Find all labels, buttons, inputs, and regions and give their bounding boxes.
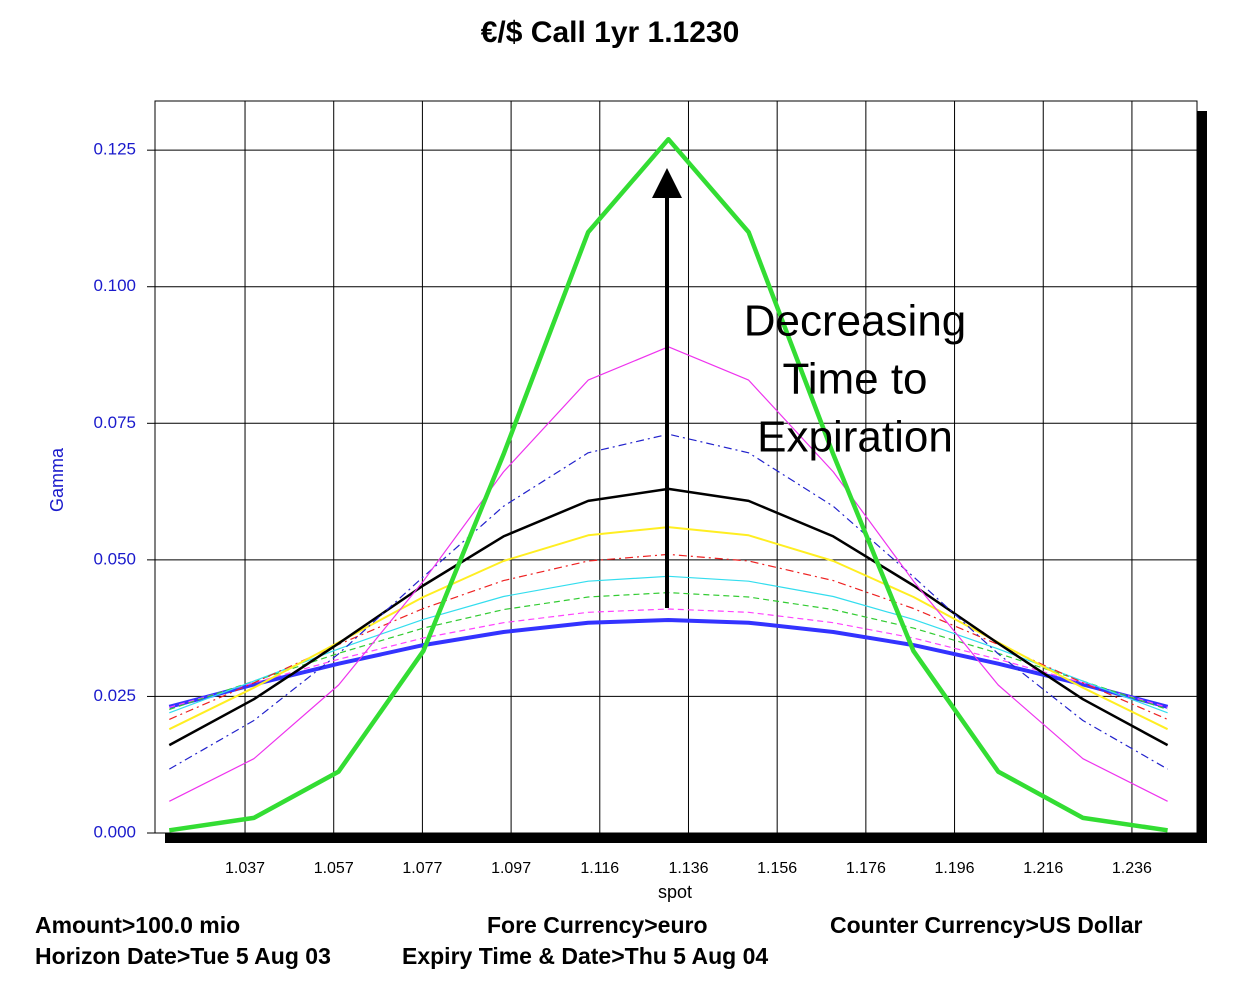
footer-text: Expiry Time & Date>Thu 5 Aug 04 [402,943,768,969]
x-tick-label: 1.216 [1023,860,1063,877]
y-tick-label: 0.125 [93,140,136,159]
annotation-line: Time to [782,355,927,404]
series-line [169,433,1168,770]
plot-area [154,100,1198,834]
footer-text: Fore Currency>euro [487,912,708,938]
annotation-line: Expiration [757,413,953,462]
y-tick-label: 0.025 [93,686,136,705]
x-tick-label: 1.236 [1112,860,1152,877]
x-tick-label: 1.116 [580,860,619,877]
series-line [168,136,1168,833]
x-tick-label: 1.097 [491,860,531,877]
x-tick-label: 1.057 [314,860,354,877]
x-tick-label: 1.196 [935,860,975,877]
x-tick-label: 1.136 [668,860,708,877]
x-tick-label: 1.077 [402,860,442,877]
y-tick-label: 0.100 [93,276,136,295]
footer-text: Horizon Date>Tue 5 Aug 03 [35,943,331,969]
y-axis-label: Gamma [47,447,67,512]
footer-text: Counter Currency>US Dollar [830,912,1143,938]
chart-title: €/$ Call 1yr 1.1230 [481,16,740,49]
x-tick-label: 1.037 [225,860,265,877]
annotation-line: Decreasing [744,297,967,346]
series-line [169,608,1168,708]
y-tick-label: 0.050 [93,549,136,568]
y-tick-label: 0.075 [93,413,136,432]
x-tick-label: 1.156 [757,860,797,877]
series-line [168,618,1169,709]
footer-text: Amount>100.0 mio [35,912,240,938]
y-tick-label: 0.000 [93,822,136,841]
arrow-head [652,168,682,198]
x-axis-label: spot [658,882,692,902]
x-tick-label: 1.176 [846,860,886,877]
